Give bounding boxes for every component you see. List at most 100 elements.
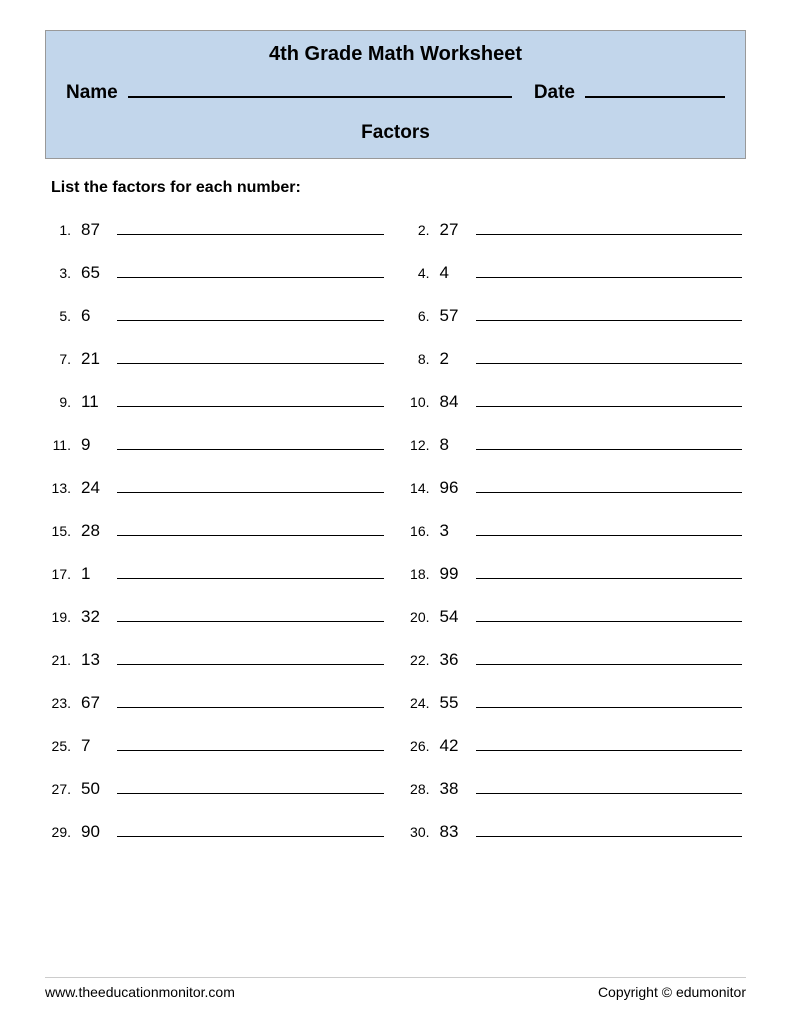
name-label: Name bbox=[66, 82, 118, 104]
problem-value: 83 bbox=[440, 822, 466, 842]
answer-line[interactable] bbox=[476, 649, 743, 665]
date-label: Date bbox=[534, 82, 575, 104]
problem-item: 24.55 bbox=[408, 692, 743, 713]
date-input-line[interactable] bbox=[585, 80, 725, 98]
answer-line[interactable] bbox=[117, 606, 384, 622]
problem-value: 38 bbox=[440, 779, 466, 799]
problem-number: 19. bbox=[49, 609, 71, 625]
problem-value: 3 bbox=[440, 521, 466, 541]
footer-website: www.theeducationmonitor.com bbox=[45, 984, 235, 1000]
answer-line[interactable] bbox=[476, 348, 743, 364]
problem-value: 99 bbox=[440, 564, 466, 584]
answer-line[interactable] bbox=[117, 262, 384, 278]
problem-value: 21 bbox=[81, 349, 107, 369]
problem-item: 21.13 bbox=[49, 649, 384, 670]
problem-number: 8. bbox=[408, 351, 430, 367]
worksheet-footer: www.theeducationmonitor.com Copyright © … bbox=[45, 977, 746, 1000]
name-date-row: Name Date bbox=[66, 80, 725, 104]
problem-value: 84 bbox=[440, 392, 466, 412]
problem-value: 9 bbox=[81, 435, 107, 455]
answer-line[interactable] bbox=[476, 735, 743, 751]
problem-value: 96 bbox=[440, 478, 466, 498]
problem-value: 7 bbox=[81, 736, 107, 756]
answer-line[interactable] bbox=[476, 821, 743, 837]
problem-value: 4 bbox=[440, 263, 466, 283]
problem-item: 14.96 bbox=[408, 477, 743, 498]
problem-item: 20.54 bbox=[408, 606, 743, 627]
answer-line[interactable] bbox=[476, 778, 743, 794]
problem-number: 20. bbox=[408, 609, 430, 625]
problem-value: 87 bbox=[81, 220, 107, 240]
problem-number: 24. bbox=[408, 695, 430, 711]
problem-value: 8 bbox=[440, 435, 466, 455]
problem-item: 1.87 bbox=[49, 219, 384, 240]
answer-line[interactable] bbox=[476, 391, 743, 407]
answer-line[interactable] bbox=[117, 735, 384, 751]
problem-item: 17.1 bbox=[49, 563, 384, 584]
answer-line[interactable] bbox=[476, 692, 743, 708]
answer-line[interactable] bbox=[476, 219, 743, 235]
problem-item: 7.21 bbox=[49, 348, 384, 369]
problem-number: 3. bbox=[49, 265, 71, 281]
problem-number: 10. bbox=[408, 394, 430, 410]
problem-item: 11.9 bbox=[49, 434, 384, 455]
problem-value: 27 bbox=[440, 220, 466, 240]
problem-number: 14. bbox=[408, 480, 430, 496]
answer-line[interactable] bbox=[476, 477, 743, 493]
problem-number: 5. bbox=[49, 308, 71, 324]
answer-line[interactable] bbox=[117, 477, 384, 493]
answer-line[interactable] bbox=[476, 305, 743, 321]
problem-number: 17. bbox=[49, 566, 71, 582]
answer-line[interactable] bbox=[117, 219, 384, 235]
problem-item: 10.84 bbox=[408, 391, 743, 412]
worksheet-subtitle: Factors bbox=[66, 122, 725, 144]
answer-line[interactable] bbox=[117, 520, 384, 536]
problem-value: 65 bbox=[81, 263, 107, 283]
name-input-line[interactable] bbox=[128, 80, 512, 98]
answer-line[interactable] bbox=[476, 520, 743, 536]
problem-number: 11. bbox=[49, 437, 71, 453]
answer-line[interactable] bbox=[476, 606, 743, 622]
answer-line[interactable] bbox=[117, 563, 384, 579]
problem-value: 6 bbox=[81, 306, 107, 326]
problem-number: 2. bbox=[408, 222, 430, 238]
answer-line[interactable] bbox=[117, 434, 384, 450]
answer-line[interactable] bbox=[117, 348, 384, 364]
problem-value: 11 bbox=[81, 392, 107, 412]
problem-number: 13. bbox=[49, 480, 71, 496]
problem-item: 9.11 bbox=[49, 391, 384, 412]
problem-item: 4.4 bbox=[408, 262, 743, 283]
answer-line[interactable] bbox=[117, 305, 384, 321]
answer-line[interactable] bbox=[117, 391, 384, 407]
answer-line[interactable] bbox=[117, 692, 384, 708]
problem-item: 22.36 bbox=[408, 649, 743, 670]
answer-line[interactable] bbox=[117, 649, 384, 665]
problem-value: 24 bbox=[81, 478, 107, 498]
problem-value: 42 bbox=[440, 736, 466, 756]
problem-item: 15.28 bbox=[49, 520, 384, 541]
problem-number: 30. bbox=[408, 824, 430, 840]
problem-number: 9. bbox=[49, 394, 71, 410]
problems-grid: 1.872.273.654.45.66.577.218.29.1110.8411… bbox=[45, 219, 746, 842]
problem-item: 23.67 bbox=[49, 692, 384, 713]
problem-number: 23. bbox=[49, 695, 71, 711]
problem-value: 90 bbox=[81, 822, 107, 842]
problem-number: 1. bbox=[49, 222, 71, 238]
problem-value: 36 bbox=[440, 650, 466, 670]
problem-number: 4. bbox=[408, 265, 430, 281]
problem-item: 26.42 bbox=[408, 735, 743, 756]
problem-number: 18. bbox=[408, 566, 430, 582]
problem-value: 28 bbox=[81, 521, 107, 541]
problem-value: 57 bbox=[440, 306, 466, 326]
answer-line[interactable] bbox=[476, 262, 743, 278]
answer-line[interactable] bbox=[476, 563, 743, 579]
problem-value: 67 bbox=[81, 693, 107, 713]
problem-item: 13.24 bbox=[49, 477, 384, 498]
answer-line[interactable] bbox=[476, 434, 743, 450]
problem-item: 25.7 bbox=[49, 735, 384, 756]
answer-line[interactable] bbox=[117, 821, 384, 837]
answer-line[interactable] bbox=[117, 778, 384, 794]
problem-number: 22. bbox=[408, 652, 430, 668]
problem-item: 12.8 bbox=[408, 434, 743, 455]
problem-number: 12. bbox=[408, 437, 430, 453]
